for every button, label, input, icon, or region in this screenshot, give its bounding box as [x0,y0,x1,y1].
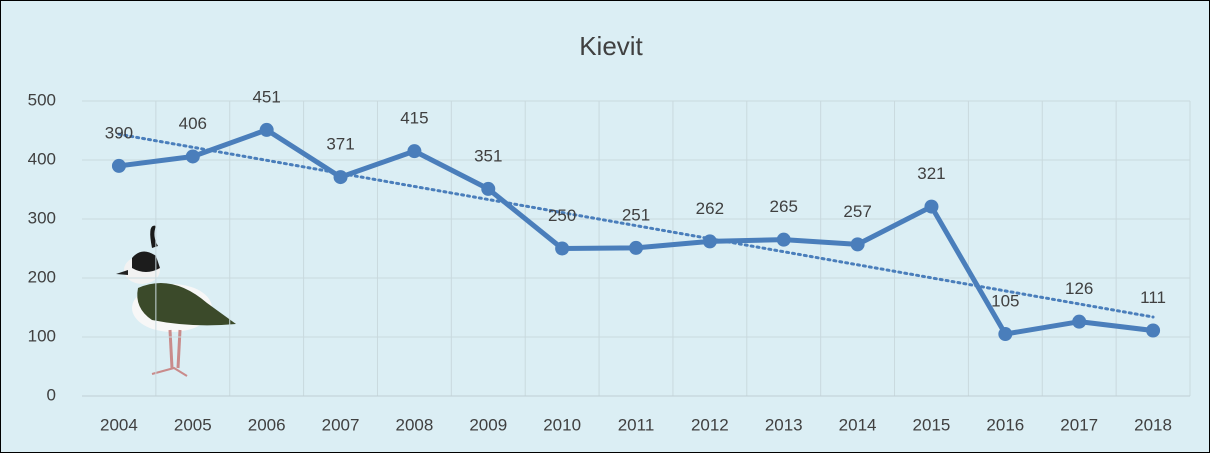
data-label: 406 [179,114,207,133]
x-tick-label: 2004 [100,415,138,434]
data-point [112,159,126,173]
data-label: 415 [400,109,428,128]
data-point [260,123,274,137]
y-tick-label: 400 [28,149,56,168]
x-tick-label: 2009 [469,415,507,434]
chart: Kievit 0 100 200 300 400 500 2004 2005 2006 2007 2… [0,0,1211,454]
data-label: 321 [917,164,945,183]
data-point [998,327,1012,341]
data-point [777,233,791,247]
x-tick-label: 2016 [986,415,1024,434]
data-label: 111 [1140,288,1166,307]
data-label: 451 [252,87,280,106]
data-point [851,237,865,251]
data-point [186,149,200,163]
y-tick-label: 100 [28,326,56,345]
x-tick-label: 2008 [395,415,433,434]
x-tick-label: 2017 [1060,415,1098,434]
data-label: 371 [326,135,354,154]
x-tick-label: 2018 [1134,415,1172,434]
x-tick-label: 2006 [248,415,286,434]
data-label: 250 [548,206,576,225]
x-tick-label: 2007 [322,415,360,434]
chart-background [1,1,1210,453]
x-tick-label: 2005 [174,415,212,434]
data-label: 257 [843,202,871,221]
y-tick-label: 300 [28,208,56,227]
data-label: 265 [770,197,798,216]
data-label: 105 [991,292,1019,311]
x-tick-label: 2012 [691,415,729,434]
data-point [334,170,348,184]
data-point [629,241,643,255]
data-point [1146,324,1160,338]
x-tick-label: 2010 [543,415,581,434]
data-label: 251 [622,205,650,224]
chart-title: Kievit [579,31,643,61]
data-point [924,200,938,214]
x-tick-label: 2013 [765,415,803,434]
y-tick-label: 200 [28,267,56,286]
data-label: 262 [696,199,724,218]
data-point [1072,315,1086,329]
data-point [407,144,421,158]
x-tick-label: 2015 [913,415,951,434]
data-point [703,234,717,248]
data-label: 390 [105,123,133,142]
data-label: 351 [474,146,502,165]
x-tick-label: 2011 [618,415,655,434]
data-point [555,242,569,256]
y-tick-label: 0 [47,385,56,404]
x-tick-label: 2014 [839,415,877,434]
data-label: 126 [1065,279,1093,298]
data-point [481,182,495,196]
y-tick-label: 500 [28,90,56,109]
